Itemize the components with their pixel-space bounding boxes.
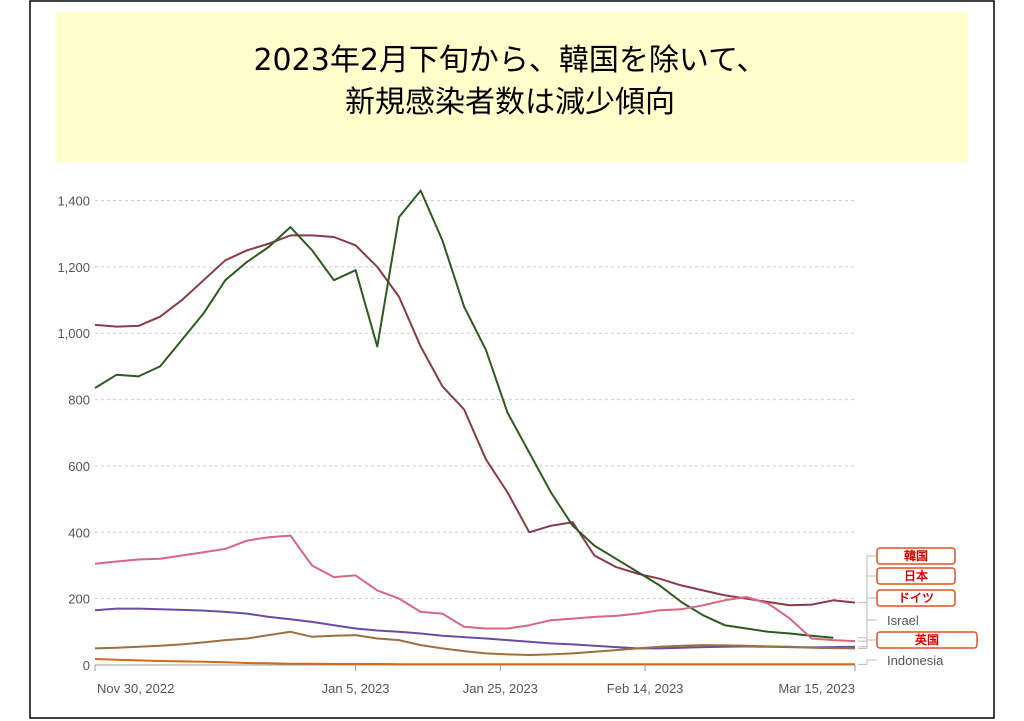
series-line — [94, 189, 834, 639]
title-box — [55, 12, 968, 162]
label-box — [876, 567, 956, 585]
label-box — [876, 547, 956, 565]
y-tick-label: 0 — [83, 658, 90, 673]
legend-label: Israel — [887, 613, 919, 628]
y-tick-label: 1,000 — [57, 326, 90, 341]
series-line — [94, 607, 856, 650]
title-line: 2023年2月下旬から、韓国を除いて、 — [253, 43, 766, 78]
legend-label: 韓国 — [904, 548, 928, 563]
series-line — [94, 630, 856, 656]
series-line — [94, 534, 856, 643]
x-tick-label: Jan 5, 2023 — [322, 681, 390, 696]
label-connector — [858, 639, 877, 649]
y-tick-label: 200 — [68, 592, 90, 607]
legend-label: 英国 — [915, 632, 939, 647]
label-connector — [858, 659, 877, 665]
y-tick-label: 800 — [68, 393, 90, 408]
label-box — [876, 589, 956, 607]
series-line — [94, 234, 856, 607]
legend-label: Indonesia — [887, 653, 944, 668]
series-line — [94, 658, 855, 666]
x-tick-label: Feb 14, 2023 — [607, 681, 684, 696]
legend-label: 日本 — [904, 568, 928, 583]
title-line: 新規感染者数は減少傾向 — [345, 85, 675, 120]
x-tick-label: Jan 25, 2023 — [463, 681, 538, 696]
y-tick-label: 1,400 — [57, 194, 90, 209]
legend-label: ドイツ — [898, 591, 934, 605]
y-tick-label: 400 — [68, 525, 90, 540]
y-tick-label: 1,200 — [57, 260, 90, 275]
label-box — [876, 631, 978, 649]
label-connector — [858, 619, 877, 648]
x-tick-label: Nov 30, 2022 — [97, 681, 174, 696]
x-tick-label: Mar 15, 2023 — [778, 681, 855, 696]
y-tick-label: 600 — [68, 459, 90, 474]
slide-frame — [29, 0, 995, 719]
